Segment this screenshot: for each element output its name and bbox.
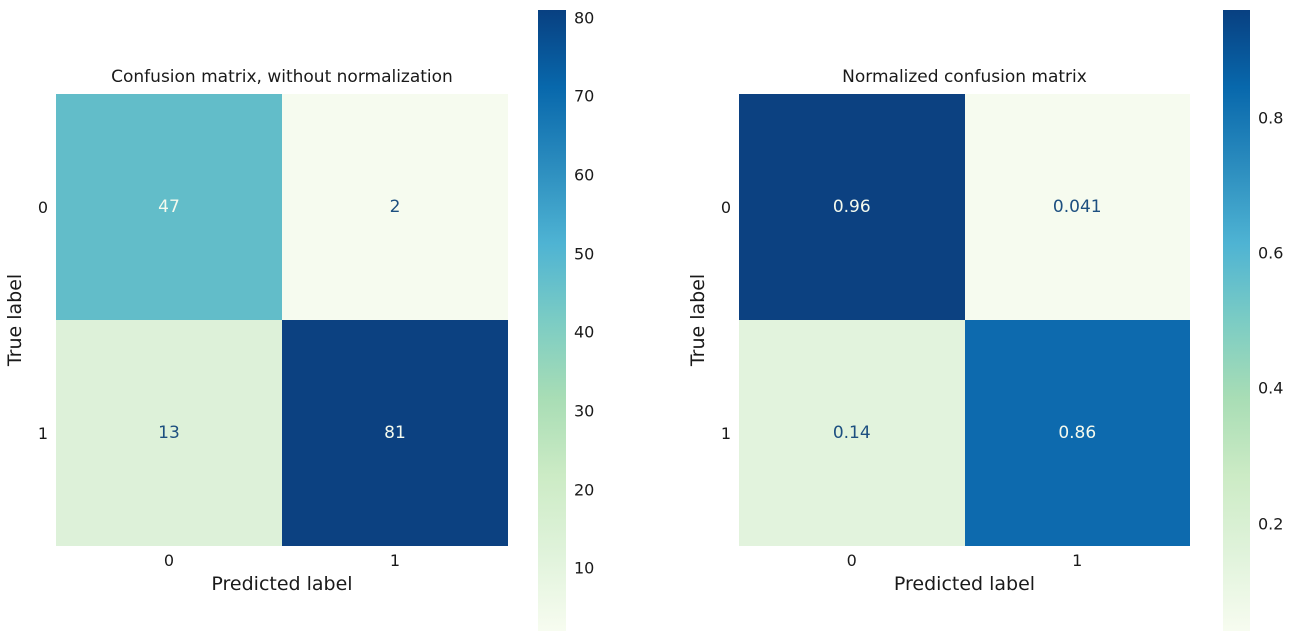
left-matrix-cell-0-1: 2 <box>282 94 508 320</box>
left-matrix-cell-1-0: 13 <box>56 320 282 546</box>
left-xtick-0: 0 <box>163 551 175 570</box>
colorbar-tick-label: 20 <box>574 480 595 499</box>
colorbar-tick-label: 50 <box>574 244 595 264</box>
left-ytick-0: 0 <box>37 197 48 217</box>
right-colorbar-ticks: 0.8 0.6 0.4 0.2 <box>1258 10 1296 631</box>
left-x-ticks: 0 1 <box>56 550 508 572</box>
left-xtick-1: 1 <box>389 551 401 570</box>
left-colorbar-ticks: 80 70 60 50 40 30 20 10 <box>574 8 624 631</box>
right-xtick-0: 0 <box>846 551 857 570</box>
colorbar-tick-label: 30 <box>574 401 595 421</box>
right-heatmap: 0.96 0.041 0.14 0.86 <box>739 94 1190 546</box>
right-x-axis-label: Predicted label <box>893 573 1036 595</box>
colorbar-tick-label: 0.6 <box>1258 243 1284 263</box>
right-y-ticks: 0 1 <box>699 94 731 546</box>
right-ytick-0: 0 <box>720 197 731 217</box>
colorbar-tick-label: 80 <box>574 8 595 28</box>
colorbar-tick-label: 0.8 <box>1258 108 1284 128</box>
colorbar-tick-label: 0.2 <box>1258 514 1284 534</box>
colorbar-tick-label: 60 <box>574 165 595 185</box>
left-matrix-cell-0-0: 47 <box>56 94 282 320</box>
right-plot-title: Normalized confusion matrix <box>842 67 1087 87</box>
left-colorbar <box>538 10 566 631</box>
right-matrix-cell-1-0: 0.14 <box>739 320 965 546</box>
left-matrix-cell-1-1: 81 <box>282 320 508 546</box>
right-x-ticks: 0 1 <box>739 550 1190 572</box>
right-matrix-cell-0-1: 0.041 <box>964 94 1190 320</box>
right-ytick-1: 1 <box>720 423 731 443</box>
colorbar-tick-label: 10 <box>574 558 595 578</box>
colorbar-tick-label: 0.4 <box>1258 378 1284 398</box>
left-y-ticks: 0 1 <box>16 94 48 546</box>
colorbar-tick-label: 70 <box>574 86 595 106</box>
left-ytick-1: 1 <box>37 423 48 443</box>
right-colorbar <box>1223 10 1250 631</box>
left-plot-title: Confusion matrix, without normalization <box>111 67 453 87</box>
left-heatmap: 47 2 13 81 <box>56 94 508 546</box>
left-x-axis-label: Predicted label <box>211 573 353 595</box>
right-matrix-cell-0-0: 0.96 <box>739 94 965 320</box>
colorbar-tick-label: 40 <box>574 322 595 342</box>
right-xtick-1: 1 <box>1072 551 1083 570</box>
right-matrix-cell-1-1: 0.86 <box>964 320 1190 546</box>
